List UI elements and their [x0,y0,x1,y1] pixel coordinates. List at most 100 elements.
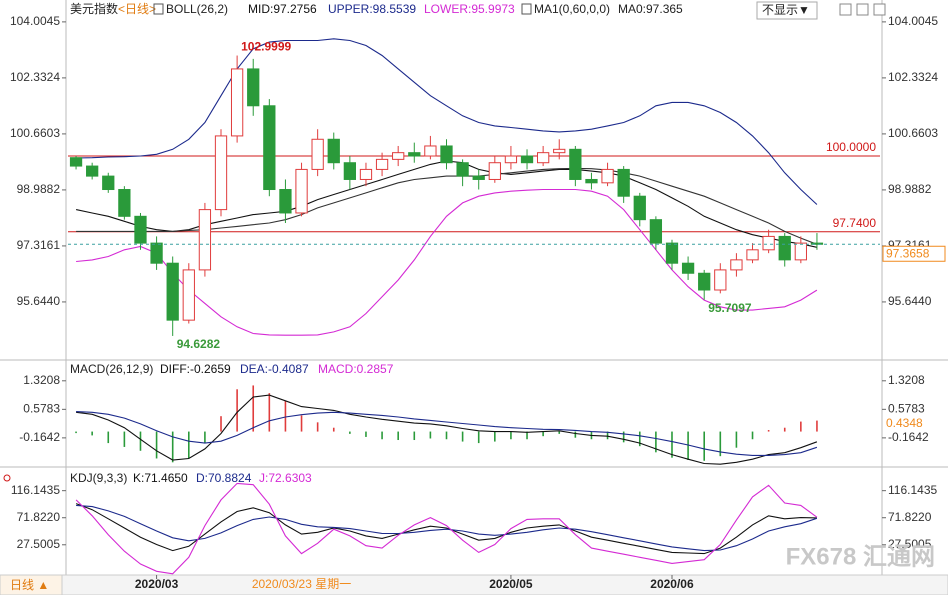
window-button[interactable] [856,3,869,16]
y-tick-label: 0.5783 [23,402,60,416]
candle-body [665,242,679,264]
candle-body [279,189,292,214]
candle-body [504,155,518,164]
candle-body [698,272,711,291]
extreme-label: 95.7097 [708,301,752,315]
candle-body [295,168,308,214]
candle-body [649,219,663,244]
legend-macd: MACD:0.2857 [318,362,394,376]
period[interactable]: <日线> [118,2,156,16]
legend-upper: UPPER:98.5539 [328,2,416,16]
y-tick-label: 71.8220 [888,510,932,524]
y-tick-label: 100.6603 [888,126,938,140]
candle-body [182,269,195,321]
legend-diff: DIFF:-0.2659 [160,362,231,376]
candle-body [424,145,437,157]
extreme-label: 94.6282 [177,337,221,351]
line [75,482,818,575]
y-tick-label: 104.0045 [10,14,60,28]
y-tick-label: 71.8220 [17,510,61,524]
last-price-box [882,245,946,262]
candle-body [102,175,115,191]
line [76,38,818,205]
candle-body [488,162,501,180]
icon[interactable] [521,3,532,15]
candle-body [794,242,807,261]
x-axis-strip [0,574,948,595]
candle-body [520,155,534,164]
y-tick-label: 97.3161 [17,238,61,252]
watermark: FX678 汇通网 [786,543,935,570]
y-tick-label: 95.6440 [888,294,932,308]
y-tick-label: 27.5005 [888,537,932,551]
last-price-label: 97.3658 [886,246,930,260]
candle-body [617,168,630,197]
y-tick-label: 98.9882 [888,182,932,196]
candle-body [746,249,759,261]
candle-body [472,175,485,180]
candle-body [553,148,566,154]
line [75,503,817,555]
candle-body [681,262,695,274]
y-tick-label: 27.5005 [17,537,61,551]
tab[interactable] [0,574,63,595]
legend-mid: MID:97.2756 [248,2,317,16]
x-tick-label: 2020/06 [650,577,694,591]
candle-body [569,148,582,180]
icon[interactable] [153,3,164,15]
candle-body [456,162,469,177]
dropdown-label[interactable]: 不显示▼ [762,3,810,17]
candle-body [778,235,791,261]
legend-j: J:72.6303 [259,471,312,485]
line [76,394,818,465]
candle-body [601,168,614,184]
legend-ma: MA0:97.365 [618,2,683,16]
candle-body [585,178,598,184]
icon[interactable] [3,474,11,482]
window-button[interactable] [839,3,852,16]
extreme-label: 102.9999 [241,40,291,54]
indicator-title: MACD(26,12,9) [70,362,153,376]
candle-body [810,242,824,245]
candle-body [86,165,99,177]
y-tick-label: 95.6440 [17,294,61,308]
legend-lower: LOWER:95.9973 [424,2,515,16]
cursor-date: 2020/03/23 星期一 [252,577,351,591]
window-button[interactable] [873,3,886,16]
candle-body [214,135,228,211]
x-tick-label: 2020/05 [489,577,533,591]
candle-body [247,68,260,107]
legend-k: K:71.4650 [133,471,188,485]
candle-body [714,269,727,291]
dropdown[interactable] [756,1,818,20]
candle-body [392,152,405,160]
y-tick-label: -0.1642 [19,430,60,444]
candle-body [408,152,421,157]
y-tick-label: 116.1435 [11,483,60,497]
ma-title: MA1(0,60,0,0) [534,2,610,16]
legend-d: D:70.8824 [196,471,252,485]
line [76,411,818,456]
candle-body [230,68,244,137]
line [76,504,818,552]
y-tick-label: -0.1642 [888,430,929,444]
candle-body [633,195,646,221]
legend-dea: DEA:-0.4087 [240,362,309,376]
line [76,188,818,336]
candle-body [263,105,276,191]
candle-body [537,152,550,164]
y-tick-label: 102.3324 [10,70,60,84]
period-tab[interactable]: 日线 ▲ [10,578,49,592]
y-tick-label: 100.6603 [10,126,60,140]
indicator-title: BOLL(26,2) [166,2,228,16]
cursor-value: 0.4348 [886,416,923,430]
reference-label: 100.0000 [826,140,876,154]
candle-body [198,209,212,271]
candle-body [118,189,131,217]
candle-body [343,162,356,180]
y-tick-label: 104.0045 [888,14,938,28]
candle-body [150,242,163,264]
candle-body [762,235,775,251]
